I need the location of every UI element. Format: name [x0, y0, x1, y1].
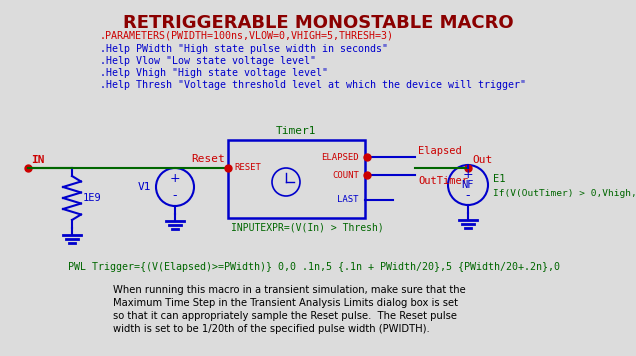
Circle shape	[448, 165, 488, 205]
Text: width is set to be 1/20th of the specified pulse width (PWIDTH).: width is set to be 1/20th of the specifi…	[113, 324, 430, 334]
Text: IN: IN	[31, 155, 45, 165]
Circle shape	[272, 168, 300, 196]
Text: so that it can appropriately sample the Reset pulse.  The Reset pulse: so that it can appropriately sample the …	[113, 311, 457, 321]
Text: COUNT: COUNT	[332, 171, 359, 179]
Text: NF: NF	[462, 180, 474, 190]
Text: RESET: RESET	[234, 163, 261, 173]
Text: OutTimer: OutTimer	[418, 176, 468, 186]
Text: Elapsed: Elapsed	[418, 146, 462, 156]
Text: LAST: LAST	[338, 195, 359, 204]
Text: Out: Out	[472, 155, 492, 165]
Text: When running this macro in a transient simulation, make sure that the: When running this macro in a transient s…	[113, 285, 466, 295]
Text: -: -	[466, 189, 470, 203]
Text: RETRIGGERABLE MONOSTABLE MACRO: RETRIGGERABLE MONOSTABLE MACRO	[123, 14, 513, 32]
Text: Timer1: Timer1	[276, 126, 317, 136]
Text: ELAPSED: ELAPSED	[321, 152, 359, 162]
Circle shape	[156, 168, 194, 206]
Text: V1: V1	[137, 182, 151, 192]
Text: PWL Trigger={(V(Elapsed)>=PWidth)} 0,0 .1n,5 {.1n + PWidth/20},5 {PWidth/20+.2n}: PWL Trigger={(V(Elapsed)>=PWidth)} 0,0 .…	[68, 262, 560, 272]
Text: +: +	[462, 168, 473, 182]
Text: +: +	[170, 173, 181, 185]
Text: If(V(OutTimer) > 0,Vhigh,Vlow): If(V(OutTimer) > 0,Vhigh,Vlow)	[493, 188, 636, 198]
Text: Reset: Reset	[191, 154, 225, 164]
Text: Maximum Time Step in the Transient Analysis Limits dialog box is set: Maximum Time Step in the Transient Analy…	[113, 298, 458, 308]
Text: INPUTEXPR=(V(In) > Thresh): INPUTEXPR=(V(In) > Thresh)	[231, 223, 384, 233]
Text: 1E9: 1E9	[83, 193, 102, 203]
Text: E1: E1	[493, 174, 506, 184]
Text: -: -	[173, 189, 177, 203]
Bar	[228, 140, 365, 218]
Text: .PARAMETERS(PWIDTH=100ns,VLOW=0,VHIGH=5,THRESH=3): .PARAMETERS(PWIDTH=100ns,VLOW=0,VHIGH=5,…	[100, 30, 394, 40]
Text: .Help Vhigh "High state voltage level": .Help Vhigh "High state voltage level"	[100, 68, 328, 78]
Text: .Help Thresh "Voltage threshold level at which the device will trigger": .Help Thresh "Voltage threshold level at…	[100, 80, 526, 90]
Text: .Help Vlow "Low state voltage level": .Help Vlow "Low state voltage level"	[100, 56, 316, 66]
Text: .Help PWidth "High state pulse width in seconds": .Help PWidth "High state pulse width in …	[100, 44, 388, 54]
